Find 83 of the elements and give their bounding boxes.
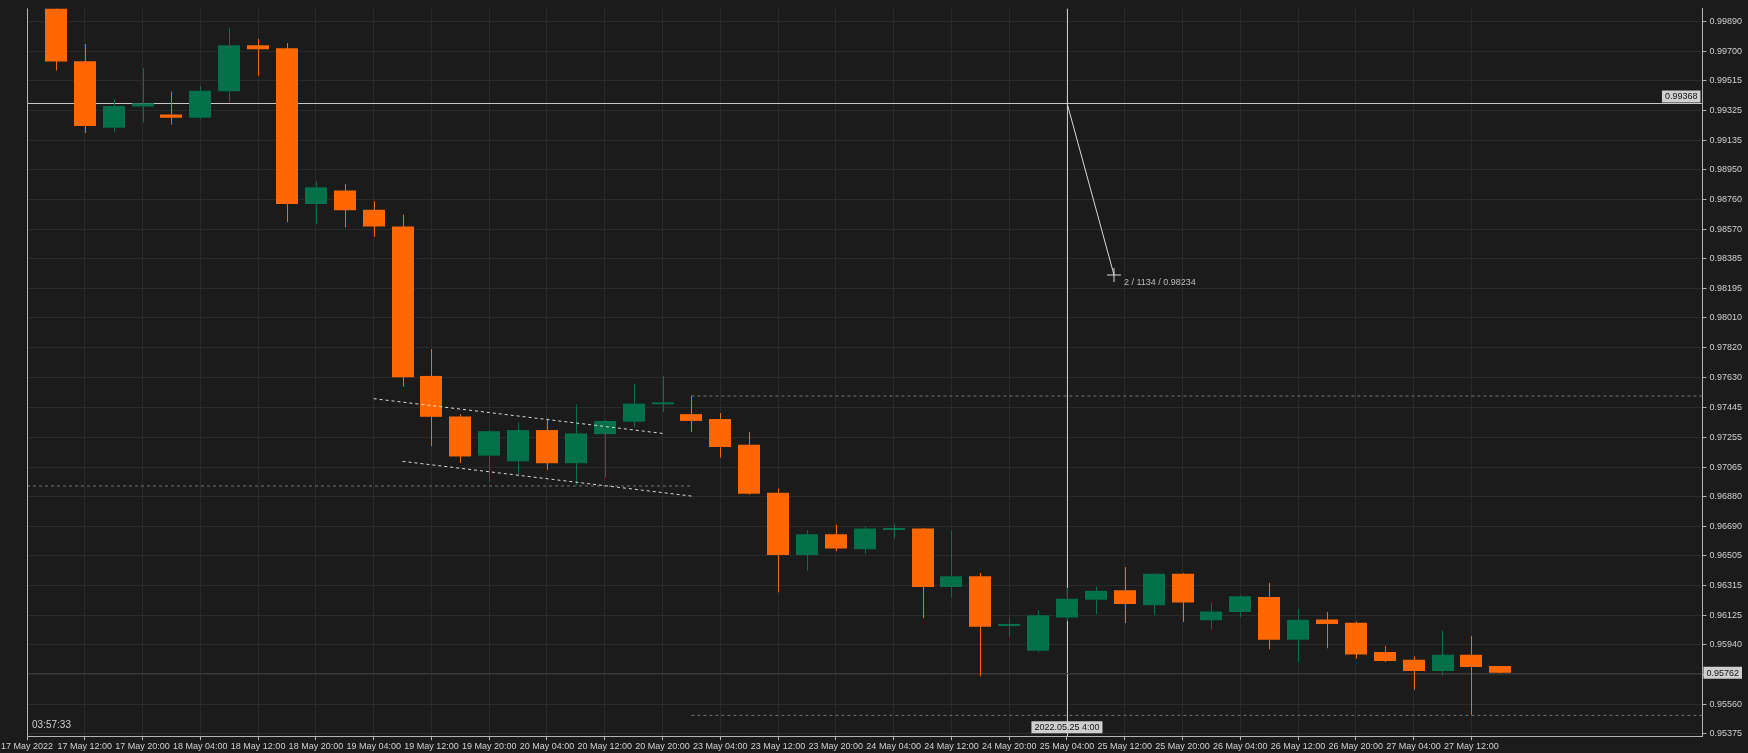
candlestick (305, 181, 327, 225)
y-tick-label: 0.95940 (1709, 639, 1743, 650)
x-tick-label: 25 May 12:00 (1097, 741, 1152, 752)
y-tick-label: 0.99515 (1709, 74, 1743, 85)
candlestick (247, 38, 269, 77)
x-tick-label: 23 May 20:00 (808, 741, 864, 752)
x-tick-label: 18 May 20:00 (288, 741, 344, 752)
x-tick-label: 27 May 12:00 (1444, 741, 1499, 752)
candlestick (1229, 594, 1251, 618)
x-tick-label: 24 May 04:00 (866, 741, 921, 752)
x-tick-label: 23 May 04:00 (693, 741, 748, 752)
y-tick-label: 0.98570 (1709, 223, 1743, 234)
x-tick-label: 23 May 12:00 (750, 741, 806, 752)
x-tick-label: 19 May 04:00 (346, 741, 401, 752)
y-tick-label: 0.97255 (1709, 431, 1743, 442)
ref-line-label: 0.99368 (1664, 91, 1698, 102)
candlestick (1432, 630, 1454, 677)
candlestick (623, 383, 645, 428)
x-tick-label: 17 May 2022 (0, 741, 54, 752)
x-tick-label: 20 May 04:00 (519, 741, 575, 752)
y-tick-label: 0.98010 (1709, 312, 1743, 323)
candlestick (825, 524, 847, 552)
x-tick-label: 17 May 12:00 (57, 741, 113, 752)
y-tick-label: 0.97445 (1709, 401, 1743, 412)
candlestick (594, 419, 616, 478)
candlestick (998, 616, 1020, 638)
candlestick (334, 183, 356, 228)
x-tick-label: 18 May 12:00 (230, 741, 286, 752)
x-tick-label: 18 May 04:00 (173, 741, 228, 752)
candlestick (652, 375, 674, 413)
candlestick (940, 530, 962, 598)
candlestick (1403, 655, 1425, 691)
y-tick-label: 0.98760 (1709, 193, 1743, 204)
candlestick (1287, 608, 1309, 663)
annotation: 03:57:33 (32, 718, 72, 730)
y-tick-label: 0.99890 (1709, 15, 1743, 26)
candlestick (1114, 566, 1136, 624)
x-tick-label: 19 May 20:00 (461, 741, 517, 752)
y-tick-label: 0.96880 (1709, 490, 1743, 501)
y-tick-label: 0.99325 (1709, 104, 1743, 115)
y-tick-label: 0.98195 (1709, 283, 1743, 294)
x-tick-label: 17 May 20:00 (115, 741, 170, 752)
line-series (373, 398, 664, 434)
y-tick-label: 0.96125 (1709, 609, 1743, 620)
x-tick-label: 26 May 20:00 (1328, 741, 1384, 752)
candlestick (854, 525, 876, 555)
candlestick (1460, 635, 1482, 716)
y-tick-label: 0.98385 (1709, 253, 1743, 264)
y-tick-label: 0.97065 (1709, 461, 1743, 472)
y-tick-label: 0.96505 (1709, 549, 1743, 560)
candlestick (1316, 611, 1338, 649)
x-tick-label: 20 May 20:00 (635, 741, 690, 752)
y-tick-label: 0.97630 (1709, 372, 1743, 383)
ref-line-label: 2022.05.25 4:00 (1034, 722, 1100, 733)
candlestick (796, 529, 818, 572)
y-tick-label: 0.99135 (1709, 134, 1743, 145)
y-tick-label: 0.95375 (1709, 728, 1743, 739)
line-series (402, 460, 692, 497)
x-tick-label: 26 May 12:00 (1270, 741, 1326, 752)
ref-line-label: 0.95762 (1706, 667, 1740, 678)
x-tick-label: 25 May 20:00 (1155, 741, 1210, 752)
annotation: 2 / 1134 / 0.98234 (1123, 276, 1196, 287)
candlestick (132, 67, 154, 124)
x-tick-label: 25 May 04:00 (1039, 741, 1095, 752)
y-tick-label: 0.99700 (1709, 45, 1743, 56)
y-tick-label: 0.96315 (1709, 579, 1743, 590)
candlestick (1085, 586, 1107, 615)
y-tick-label: 0.96690 (1709, 520, 1743, 531)
x-tick-label: 27 May 04:00 (1386, 741, 1441, 752)
x-tick-label: 20 May 12:00 (577, 741, 633, 752)
x-tick-label: 26 May 04:00 (1213, 741, 1268, 752)
candlestick (680, 395, 702, 433)
y-tick-label: 0.97820 (1709, 342, 1743, 353)
candlestick (363, 200, 385, 238)
x-tick-label: 24 May 20:00 (981, 741, 1037, 752)
candlestick (1200, 602, 1222, 630)
y-tick-label: 0.98950 (1709, 163, 1743, 174)
x-tick-label: 19 May 12:00 (404, 741, 459, 752)
candlestick (160, 91, 182, 126)
y-tick-label: 0.95560 (1709, 699, 1743, 710)
candlestick (103, 98, 125, 133)
x-tick-label: 24 May 12:00 (924, 741, 979, 752)
candlestick (1056, 587, 1078, 622)
